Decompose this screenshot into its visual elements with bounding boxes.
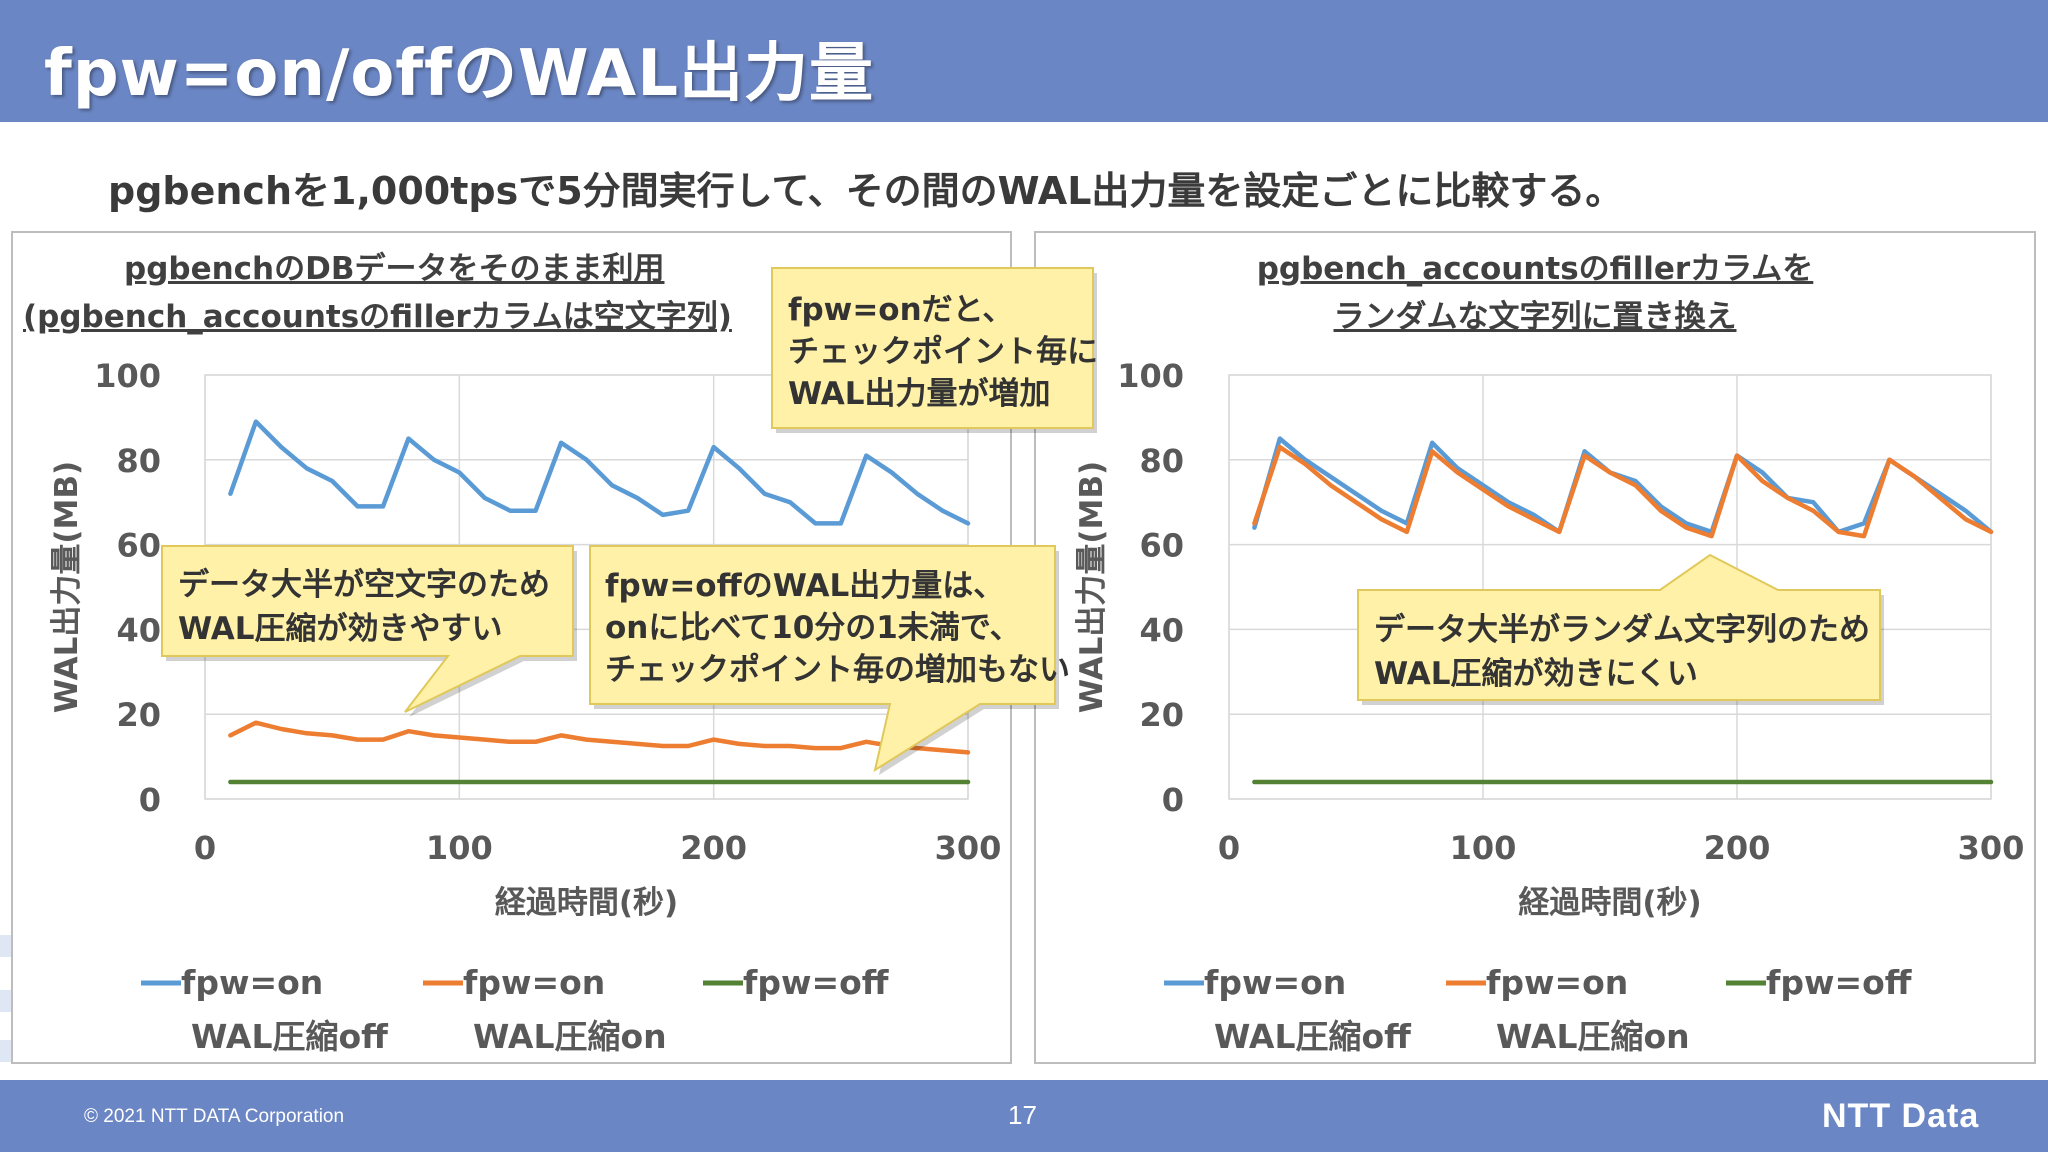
series-line-2 (1252, 444, 1994, 539)
slide-title: fpw=on/offのWAL出力量 (44, 37, 874, 111)
y-tick-label: 0 (139, 781, 161, 819)
y-tick-label: 100 (94, 357, 161, 395)
y-axis-label: WAL出力量(MB) (49, 461, 85, 713)
ntt-data-logo: NTT Data (1822, 1097, 1980, 1135)
right-line-chart: 0 20 40 60 80 100 0 100 200 300 経過時間(秒) WAL出力量(MB) f… (1074, 357, 2025, 1056)
x-tick-label: 0 (1218, 829, 1240, 867)
y-tick-label: 0 (1162, 781, 1184, 819)
legend-label: fpw=on (181, 963, 323, 1002)
x-tick-label: 100 (426, 829, 493, 867)
callout-fpw-on-checkpoint: fpw=onだと、チェックポイント毎に WAL出力量が増加 (771, 267, 1098, 433)
callout-text-line: チェックポイント毎に (788, 334, 1098, 370)
slide-header: fpw=on/offのWAL出力量 (0, 0, 2048, 122)
y-tick-label: 100 (1117, 357, 1184, 395)
x-axis-label: 経過時間(秒) (495, 885, 678, 921)
callout-compression-ineffective: データ大半がランダム文字列のため WAL圧縮が効きにくい (1357, 553, 1884, 705)
callout-box (1357, 553, 1881, 701)
y-tick-label: 20 (1139, 696, 1184, 734)
right-chart-title-line2: ランダムな文字列に置き換え (1333, 299, 1737, 335)
x-tick-label: 0 (194, 829, 216, 867)
series-line-2 (228, 720, 971, 755)
left-line-chart: 0 20 40 60 80 100 0 100 200 300 経過時間(秒) WAL出力量(MB) f… (49, 357, 1002, 1056)
callout-text-line: データ大半がランダム文字列のため (1374, 612, 1870, 648)
series-line-1 (228, 419, 971, 526)
callout-text-line: データ大半が空文字のため (178, 567, 550, 603)
callout-box (771, 267, 1094, 429)
y-tick-label: 20 (116, 696, 161, 734)
legend-label: fpw=on (463, 963, 605, 1002)
y-axis-label: WAL出力量(MB) (1074, 461, 1110, 713)
legend-label-line2: WAL圧縮on (1496, 1017, 1690, 1056)
y-tick-label: 40 (116, 611, 161, 649)
x-tick-label: 200 (1704, 829, 1771, 867)
legend-label-line2: WAL圧縮off (1214, 1017, 1412, 1056)
left-chart-title-line2: (pgbench_accountsのfillerカラムは空文字列) (23, 299, 732, 335)
x-tick-label: 300 (1958, 829, 2025, 867)
legend-label: fpw=off (1766, 963, 1913, 1002)
slide-footer (0, 1080, 2048, 1152)
callout-text-line: チェックポイント毎の増加もない (605, 652, 1070, 688)
legend-label: fpw=off (743, 963, 890, 1002)
x-tick-label: 300 (935, 829, 1002, 867)
callout-box (589, 545, 1056, 773)
copyright-text: © 2021 NTT DATA Corporation (84, 1106, 345, 1127)
x-axis-label: 経過時間(秒) (1518, 885, 1701, 921)
left-chart-title-line1: pgbenchのDBデータをそのまま利用 (124, 251, 665, 287)
callout-compression-effective: データ大半が空文字のため WAL圧縮が効きやすい (161, 545, 577, 717)
legend-label-line2: WAL圧縮off (191, 1017, 389, 1056)
y-tick-label: 80 (1139, 442, 1184, 480)
right-chart-title: pgbench_accountsのfillerカラムを ランダムな文字列に置き換… (1036, 245, 2034, 341)
callout-text-line: fpw=offのWAL出力量は、 (605, 568, 1004, 604)
callout-text-line: WAL出力量が増加 (788, 376, 1051, 412)
y-tick-label: 40 (1139, 611, 1184, 649)
legend-label: fpw=on (1486, 963, 1628, 1002)
left-chart-title: pgbenchのDBデータをそのまま利用 (pgbench_accountsのf… (13, 245, 1010, 341)
x-tick-label: 100 (1450, 829, 1517, 867)
callout-fpw-off: fpw=offのWAL出力量は、 onに比べて10分の1未満で、チェックポイント毎… (589, 545, 1070, 775)
y-tick-label: 80 (116, 442, 161, 480)
callout-text-line: WAL圧縮が効きやすい (178, 611, 503, 647)
y-tick-label: 60 (116, 527, 161, 565)
legend-label-line2: WAL圧縮on (473, 1017, 667, 1056)
callout-text-line: onに比べて10分の1未満で、 (605, 610, 1021, 646)
right-chart-title-line1: pgbench_accountsのfillerカラムを (1256, 251, 1814, 287)
callout-text-line: WAL圧縮が効きにくい (1374, 656, 1698, 692)
page-number: 17 (1008, 1100, 1037, 1130)
callout-box (161, 545, 574, 713)
y-tick-label: 60 (1139, 527, 1184, 565)
x-tick-label: 200 (680, 829, 747, 867)
legend-label: fpw=on (1204, 963, 1346, 1002)
slide-subtitle: pgbenchを1,000tpsで5分間実行して、その間のWAL出力量を設定ごと… (108, 169, 1624, 213)
callout-text-line: fpw=onだと、 (788, 292, 1013, 328)
